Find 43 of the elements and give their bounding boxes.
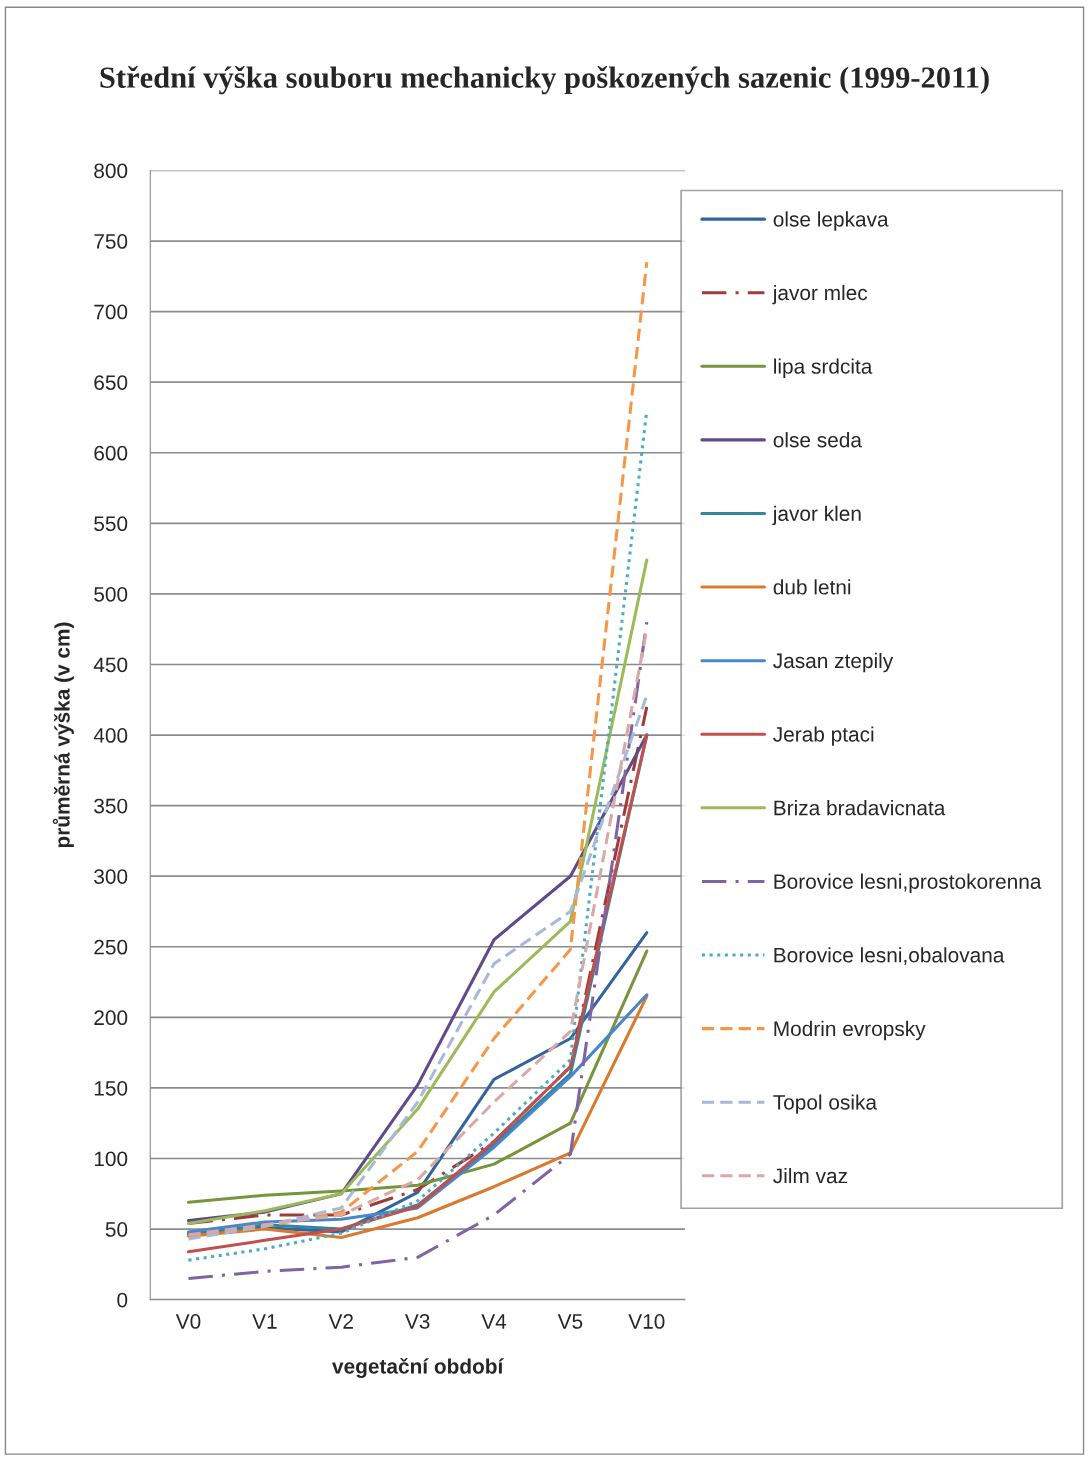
y-axis-title: průměrná výška (v cm) [52,622,74,848]
y-tick-label: 200 [94,1010,128,1026]
x-tick-label: V4 [481,1314,507,1329]
y-tick-label: 500 [94,586,128,602]
legend-label: Jasan ztepily [773,652,894,673]
chart-title: Střední výška souboru mechanicky poškozených sazenic (1999-2011) [100,66,989,95]
legend-label: javor klen [772,505,861,526]
line-series [186,949,649,1204]
legend-label: olse seda [773,432,862,448]
y-tick-label: 750 [94,234,128,249]
y-tick-label: 0 [117,1292,128,1308]
y-tick-label: 700 [94,304,128,320]
y-tick-label: 600 [94,445,128,461]
legend-label: Borovice lesni,obalovana [774,947,1005,965]
legend-label: Modrin evropsky [774,1020,926,1041]
y-tick-label: 800 [94,163,128,179]
y-tick-label: 100 [94,1151,128,1167]
legend-label: Topol osika [773,1094,877,1114]
x-tick-label: V3 [404,1314,430,1329]
x-tick-label: V0 [175,1314,201,1329]
legend-label: javor mlec [772,284,868,305]
x-tick-label: V1 [252,1314,277,1329]
legend-label: olse lepkava [773,211,889,231]
legend-label: dub letni [773,579,851,595]
legend-label: Briza bradavicnata [774,800,946,816]
line-series [186,260,649,1238]
x-tick-label: V2 [328,1314,353,1329]
x-tick-label: V5 [557,1314,583,1329]
y-tick-label: 550 [94,516,128,532]
legend-label: Jerab ptaci [773,726,874,746]
y-tick-label: 350 [94,798,128,814]
y-tick-label: 450 [93,657,128,673]
y-tick-label: 650 [94,375,128,390]
x-axis-title: vegetační období [332,1357,504,1378]
y-tick-label: 300 [94,869,128,884]
y-tick-label: 400 [93,728,128,743]
legend-label: Jilm vaz [773,1167,847,1184]
y-tick-label: 150 [94,1080,128,1096]
y-tick-label: 250 [94,939,128,955]
y-tick-label: 50 [105,1222,128,1237]
legend-label: Borovice lesni,prostokorenna [774,873,1042,894]
x-tick-label: V10 [628,1314,665,1329]
legend-label: lipa srdcita [774,358,873,378]
